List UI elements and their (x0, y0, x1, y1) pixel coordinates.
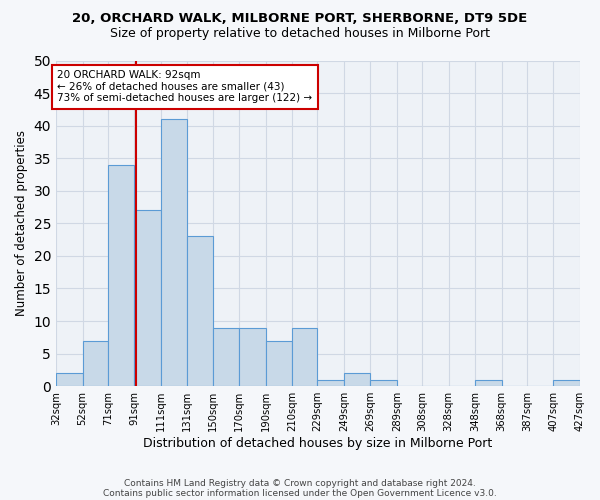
Bar (266, 340, 292, 386)
Bar (134, 210, 161, 386)
Bar (212, 328, 239, 386)
Bar (56, 373, 83, 386)
Bar (83, 340, 108, 386)
Bar (370, 380, 397, 386)
Text: Size of property relative to detached houses in Milborne Port: Size of property relative to detached ho… (110, 28, 490, 40)
Bar (187, 236, 212, 386)
Bar (108, 164, 134, 386)
Text: Contains public sector information licensed under the Open Government Licence v3: Contains public sector information licen… (103, 488, 497, 498)
Bar (344, 373, 370, 386)
Text: 20, ORCHARD WALK, MILBORNE PORT, SHERBORNE, DT9 5DE: 20, ORCHARD WALK, MILBORNE PORT, SHERBOR… (73, 12, 527, 26)
Bar (475, 380, 502, 386)
Bar (161, 119, 187, 386)
X-axis label: Distribution of detached houses by size in Milborne Port: Distribution of detached houses by size … (143, 437, 493, 450)
Bar (292, 328, 317, 386)
Bar (239, 328, 266, 386)
Bar (317, 380, 344, 386)
Text: Contains HM Land Registry data © Crown copyright and database right 2024.: Contains HM Land Registry data © Crown c… (124, 478, 476, 488)
Text: 20 ORCHARD WALK: 92sqm
← 26% of detached houses are smaller (43)
73% of semi-det: 20 ORCHARD WALK: 92sqm ← 26% of detached… (58, 70, 313, 104)
Y-axis label: Number of detached properties: Number of detached properties (15, 130, 28, 316)
Bar (553, 380, 580, 386)
